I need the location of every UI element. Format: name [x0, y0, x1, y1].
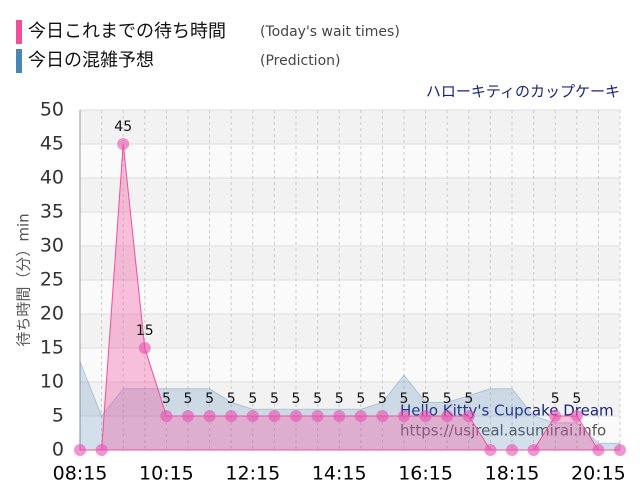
plot-background: [79, 109, 621, 451]
data-label: 5: [248, 391, 257, 407]
data-label: 5: [551, 391, 560, 407]
data-point: [268, 410, 281, 422]
x-tick-label: 12:15: [225, 463, 280, 485]
x-tick-label: 20:15: [571, 463, 626, 485]
y-tick-label: 5: [52, 405, 64, 427]
data-point: [160, 410, 173, 422]
y-tick-label: 50: [40, 99, 64, 121]
data-point: [376, 410, 389, 422]
chart-title: ハローキティのカップケーキ: [426, 83, 620, 101]
data-point: [506, 444, 518, 456]
data-point: [441, 410, 454, 422]
data-point: [484, 444, 497, 456]
grid-band: [80, 110, 620, 144]
y-tick-label: 20: [40, 303, 64, 325]
data-point: [419, 410, 432, 422]
data-label: 5: [356, 391, 365, 407]
y-tick-label: 40: [40, 167, 64, 189]
x-tick-label: 16:15: [398, 463, 453, 485]
data-label: 5: [292, 391, 301, 407]
grid-band: [80, 382, 620, 416]
data-point: [398, 410, 410, 422]
data-label: 5: [205, 391, 214, 407]
y-tick-label: 35: [40, 201, 64, 223]
y-tick-label: 45: [40, 133, 64, 155]
legend-swatch: [16, 20, 22, 44]
data-label: 5: [270, 391, 279, 407]
data-point: [354, 410, 367, 422]
data-point: [614, 444, 626, 456]
legend-note: (Prediction): [260, 53, 340, 69]
grid-band: [80, 314, 620, 348]
data-label: 5: [162, 391, 171, 407]
data-point: [246, 410, 259, 422]
legend-swatch: [16, 49, 22, 73]
data-point: [117, 138, 130, 150]
x-tick-label: 18:15: [485, 463, 540, 485]
grid-band: [80, 178, 620, 212]
data-point: [333, 410, 346, 422]
x-tick-label: 14:15: [312, 463, 367, 485]
data-label: 5: [572, 391, 581, 407]
data-label: 5: [313, 391, 322, 407]
data-label: 5: [464, 391, 473, 407]
y-axis-label: 待ち時間（分）min: [15, 213, 33, 346]
y-tick-label: 15: [40, 337, 64, 359]
data-label: 5: [184, 391, 193, 407]
area: [79, 361, 621, 451]
grid-band: [80, 280, 620, 314]
grid-band: [80, 246, 620, 280]
x-tick-label: 10:15: [139, 463, 194, 485]
data-point: [592, 444, 605, 456]
grid-band: [80, 212, 620, 246]
y-tick-label: 30: [40, 235, 64, 257]
x-tick-label: 08:15: [53, 463, 108, 485]
y-tick-label: 10: [40, 371, 64, 393]
y-tick-label: 0: [52, 439, 64, 461]
grid-band: [80, 144, 620, 178]
data-point: [290, 410, 302, 422]
data-label: 5: [227, 391, 236, 407]
data-label: 5: [378, 391, 387, 407]
watermark: https://usjreal.asumirai.info: [400, 422, 606, 440]
data-point: [225, 410, 238, 422]
data-point: [95, 444, 108, 456]
data-point: [74, 444, 86, 456]
data-label: 5: [421, 391, 430, 407]
grid-band: [80, 416, 620, 450]
data-label: 15: [136, 323, 154, 339]
data-point: [182, 410, 194, 422]
legend-label: 今日これまでの待ち時間: [28, 21, 226, 42]
data-point: [527, 444, 540, 456]
legend-label: 今日の混雑予想: [28, 50, 154, 71]
data-point: [311, 410, 324, 422]
data-point: [462, 410, 475, 422]
data-point: [138, 342, 151, 354]
data-label: 45: [114, 119, 132, 135]
data-point: [203, 410, 216, 422]
data-label: 5: [335, 391, 344, 407]
legend-note: (Today's wait times): [260, 24, 400, 40]
y-tick-label: 25: [40, 269, 64, 291]
data-label: 5: [400, 391, 409, 407]
data-point: [570, 410, 583, 422]
data-point: [549, 410, 562, 422]
grid-band: [80, 348, 620, 382]
data-label: 5: [443, 391, 452, 407]
